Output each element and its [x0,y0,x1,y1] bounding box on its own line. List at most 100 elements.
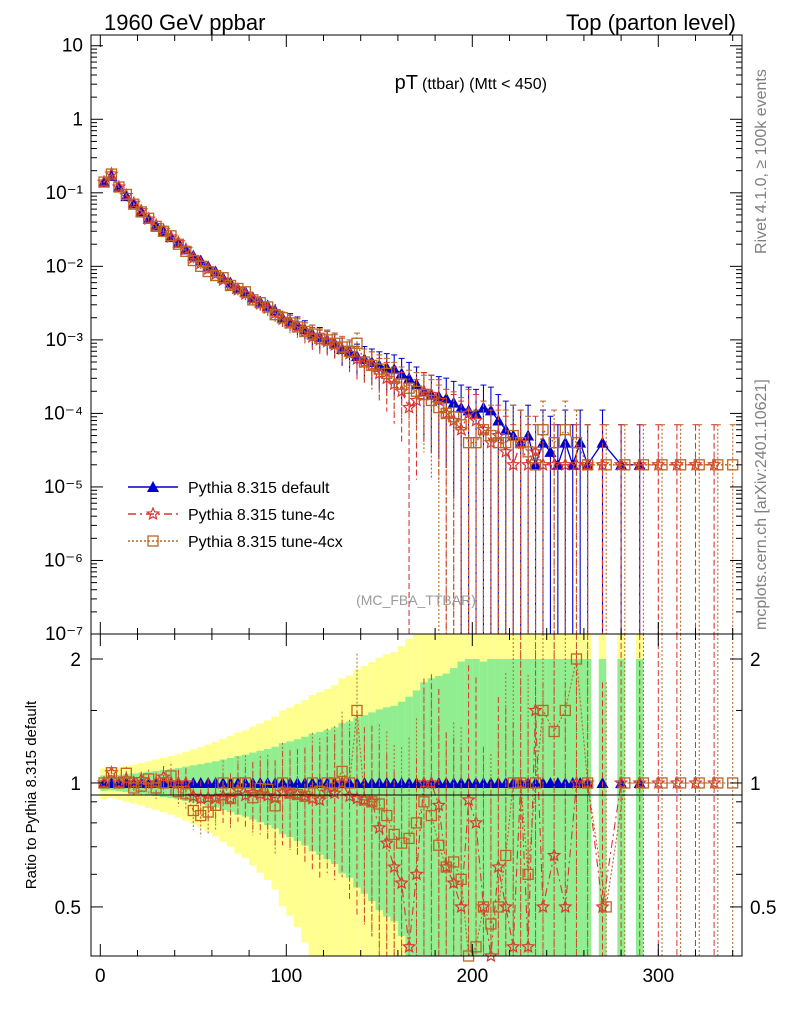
ratio-point-tune4cx [619,777,631,789]
ratio-point-tune4cx [485,918,497,930]
data-point-tune4c [535,457,551,471]
legend-entry-default: Pythia 8.315 default [128,480,330,497]
main-y-tick-label: 10⁻⁴ [44,403,83,424]
uncertainty-band-1sigma [598,658,607,956]
data-point-tune4cx [485,429,497,442]
data-point-tune4cx [366,359,378,372]
data-point-tune4c [613,457,629,471]
ratio-point-tune4c [535,899,551,914]
data-point-tune4cx [284,317,296,329]
data-point-tune4cx [548,437,560,449]
ratio-point-tune4cx [291,788,304,801]
series-line-default [103,174,640,468]
data-point-tune4cx [329,337,341,349]
ratio-point-tune4cx [180,788,192,800]
ratio-point-tune4c [223,790,238,805]
data-point-tune4cx [477,424,490,436]
ratio-point-tune4cx [262,783,274,795]
ratio-y-tick-label-right: 1 [750,774,761,795]
data-point-tune4c [104,166,119,181]
ratio-point-tune4cx [247,792,259,804]
data-point-tune4cx [217,272,229,284]
legend-label-default: Pythia 8.315 default [188,480,330,497]
mcplots-label: mcplots.cern.ch [arXiv:2401.10621] [753,379,770,630]
ratio-point-tune4cx [529,777,542,789]
ratio-point-tune4cx [425,809,438,822]
data-point-tune4cx [581,459,594,471]
ratio-point-tune4cx [448,856,460,868]
ratio-point-tune4cx [470,941,482,953]
analysis-label: (MC_FBA_TTBAR) [356,592,476,608]
ratio-y-tick-label-right: 0.5 [750,898,776,919]
rivet-label: Rivet 4.1.0, ≥ 100k events [753,69,770,254]
ratio-point-tune4cx [388,828,400,841]
ratio-point-tune4cx [343,777,356,789]
data-point-tune4cx [172,238,185,250]
uncertainty-band-1sigma [576,658,584,956]
ratio-point-tune4c [334,775,350,790]
ratio-point-tune4cx [239,777,252,789]
main-y-tick-label: 10 [62,36,83,57]
legend-entry-tune4cx: Pythia 8.315 tune-4cx [128,534,343,551]
data-point-tune4cx [559,424,571,436]
ratio-point-tune4cx [477,901,490,913]
data-point-tune4cx [500,437,512,449]
series-tune4c [96,166,722,634]
data-point-tune4cx [239,286,252,298]
triangle-marker-icon [147,481,159,492]
x-tick-label: 0 [95,966,106,987]
plot-title-sub: (ttbar) (Mtt < 450) [422,76,547,93]
x-tick-label: 300 [642,966,674,987]
ratio-plot-panel: 2 2 1 1 0.5 0.5 Ratio to Pythia 8.315 default [23,633,776,963]
ratio-point-tune4c [364,794,380,808]
data-point-tune4cx [600,459,612,471]
data-point-tune4cx [674,459,687,471]
ratio-point-tune4cx [269,800,281,812]
ratio-y-axis-label: Ratio to Pythia 8.315 default [23,700,40,889]
data-point-tune4cx [113,181,125,193]
ratio-point-tune4cx [637,777,650,789]
data-point-default [596,436,609,448]
main-y-tick-label: 10⁻¹ [46,183,84,204]
ratio-y-tick-label-right: 2 [750,650,761,671]
ratio-point-tune4c [651,775,666,790]
data-point-tune4cx [247,294,259,306]
ratio-point-tune4c [394,875,409,890]
data-point-tune4cx [515,437,527,449]
data-point-tune4c [476,422,491,436]
ratio-point-tune4cx [306,777,318,789]
ratio-point-tune4cx [410,817,423,829]
data-point-tune4c [669,457,685,471]
ratio-point-tune4c [706,775,722,790]
ratio-point-tune4cx [224,792,237,805]
ratio-point-tune4cx [209,799,222,811]
ratio-point-tune4c [372,820,387,835]
square-marker-icon [147,535,159,547]
ratio-point-tune4cx [351,704,363,717]
ratio-point-tune4c [453,899,469,914]
data-point-tune4cx [470,437,482,449]
ratio-point-tune4cx [217,777,229,789]
ratio-point-tune4c [349,790,365,805]
data-point-tune4cx [425,394,438,407]
data-point-tune4cx [180,245,192,257]
data-point-tune4c [651,457,666,471]
data-point-tune4cx [336,341,348,353]
ratio-point-tune4cx [232,777,244,789]
data-point-tune4c [520,457,536,471]
uncertainty-band-1sigma [569,658,577,956]
ratio-point-tune4cx [329,777,341,789]
ratio-point-tune4cx [515,777,527,789]
main-y-tick-label: 10⁻³ [46,330,84,351]
data-point-tune4c [453,422,469,436]
ratio-point-tune4c [401,939,417,954]
ratio-point-tune4cx [135,780,147,792]
ratio-point-tune4c [178,775,194,790]
main-y-tick-label: 1 [72,109,83,130]
data-point-tune4cx [537,424,549,436]
ratio-point-tune4c [595,899,610,914]
data-point-tune4cx [306,328,318,340]
ratio-point-tune4c [483,948,499,963]
uncertainty-band-1sigma [479,661,488,956]
